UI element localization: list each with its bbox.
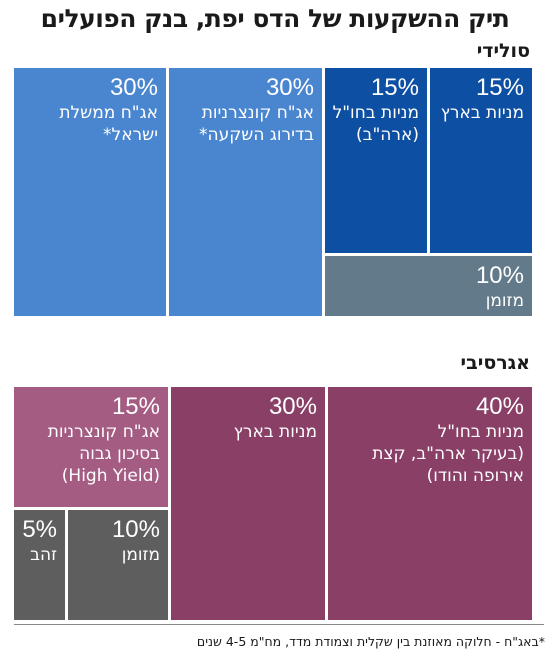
tile-label: אג"ח קונצרניות בדירוג השקעה* bbox=[198, 103, 314, 145]
tile-label: מניות בארץ bbox=[440, 103, 524, 123]
tile-label: אג"ח ממשלת ישראל* bbox=[59, 103, 158, 145]
tile-percent: 15% bbox=[370, 74, 419, 101]
aggressive-tile-high-yield: 15% אג"ח קונצרניות בסיכון גבוה (High Yie… bbox=[14, 387, 168, 507]
tile-label: זהב bbox=[30, 545, 57, 565]
solid-section-label: סולידי bbox=[476, 40, 530, 62]
tile-label: מניות בארץ bbox=[233, 422, 317, 442]
tile-label: מניות בחו"ל (ארה"ב) bbox=[332, 103, 419, 145]
tile-label: מניות בחו"ל (בעיקר ארה"ב, קצת אירופה והו… bbox=[372, 422, 524, 486]
aggressive-section-label: אגרסיבי bbox=[460, 352, 530, 374]
tile-percent: 5% bbox=[22, 516, 57, 543]
footnote: *באג"ח - חלוקה מאוזנת בין שקלית וצמודת מ… bbox=[196, 634, 545, 649]
tile-label: מזומן bbox=[121, 545, 160, 565]
aggressive-tile-gold: 5% זהב bbox=[14, 510, 65, 620]
tile-percent: 30% bbox=[109, 74, 158, 101]
chart-title: תיק ההשקעות של הדס יפת, בנק הפועלים bbox=[40, 4, 510, 33]
solid-tile-corp-bonds: 30% אג"ח קונצרניות בדירוג השקעה* bbox=[169, 68, 322, 316]
tile-percent: 10% bbox=[475, 262, 524, 289]
solid-tile-cash: 10% מזומן bbox=[325, 256, 532, 316]
tile-percent: 15% bbox=[111, 393, 160, 420]
tile-percent: 15% bbox=[475, 74, 524, 101]
aggressive-tile-local-stocks: 30% מניות בארץ bbox=[171, 387, 325, 620]
tile-percent: 30% bbox=[268, 393, 317, 420]
tile-percent: 10% bbox=[111, 516, 160, 543]
tile-percent: 30% bbox=[265, 74, 314, 101]
tile-label: מזומן bbox=[485, 291, 524, 311]
tile-label: אג"ח קונצרניות בסיכון גבוה (High Yield) bbox=[47, 422, 160, 486]
footnote-divider bbox=[14, 624, 544, 625]
solid-tile-foreign-stocks: 15% מניות בחו"ל (ארה"ב) bbox=[325, 68, 427, 253]
aggressive-tile-foreign-stocks: 40% מניות בחו"ל (בעיקר ארה"ב, קצת אירופה… bbox=[328, 387, 532, 620]
solid-tile-gov-bonds: 30% אג"ח ממשלת ישראל* bbox=[14, 68, 166, 316]
solid-tile-local-stocks: 15% מניות בארץ bbox=[430, 68, 532, 253]
aggressive-tile-cash: 10% מזומן bbox=[68, 510, 168, 620]
tile-percent: 40% bbox=[475, 393, 524, 420]
